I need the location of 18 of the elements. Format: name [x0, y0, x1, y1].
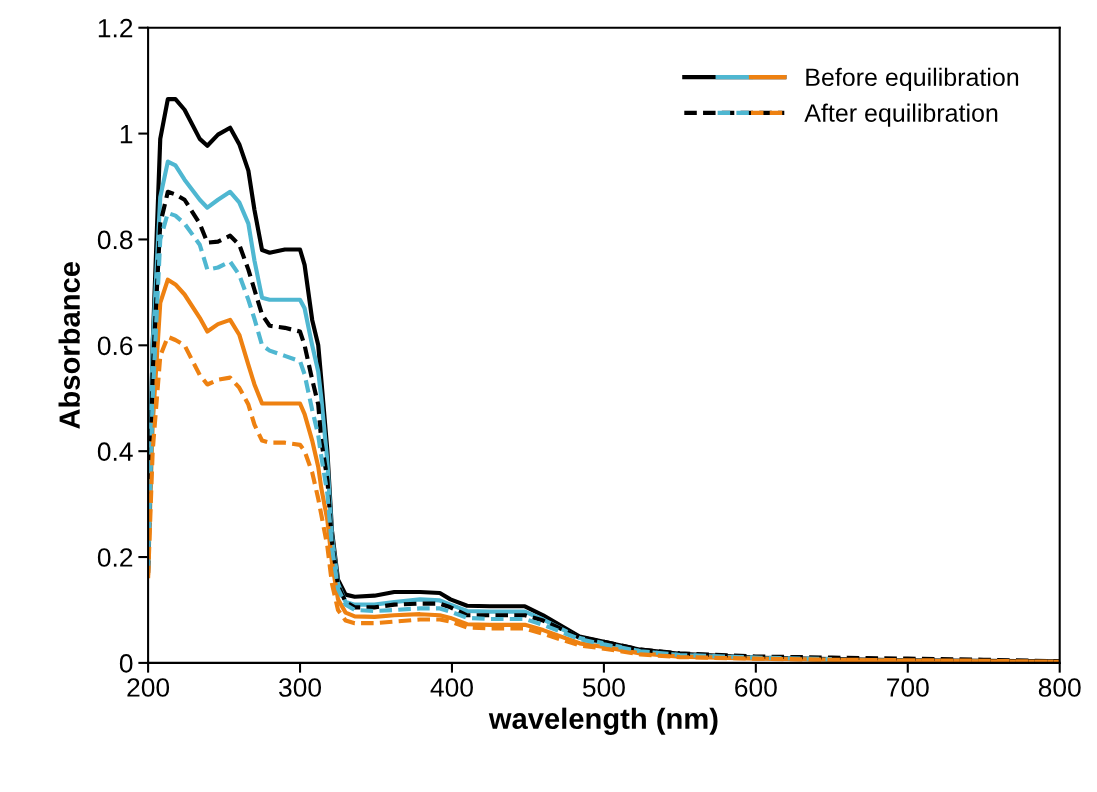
y-tick-label: 0.2 — [97, 548, 133, 567]
y-tick-label: 1.2 — [98, 18, 133, 38]
x-tick-label: 400 — [430, 678, 473, 697]
y-tick-label: 0.4 — [97, 442, 133, 461]
x-tick-label: 200 — [127, 678, 170, 697]
legend-label: After equilibration — [804, 103, 998, 127]
y-axis-title: Absorbance — [58, 262, 80, 429]
x-tick-label: 600 — [735, 678, 777, 697]
x-tick-label: 300 — [279, 678, 322, 697]
x-tick-label: 800 — [1038, 678, 1081, 697]
x-axis-title: wavelength (nm) — [488, 707, 718, 735]
y-tick-label: 0.6 — [97, 336, 133, 356]
legend-label: Before equilibration — [806, 67, 1019, 92]
y-tick-label: 0.8 — [97, 230, 133, 250]
y-tick-label: 0 — [119, 654, 133, 673]
y-tick-label: 1 — [120, 124, 133, 144]
x-tick-label: 700 — [887, 678, 929, 697]
x-tick-label: 500 — [582, 678, 625, 697]
